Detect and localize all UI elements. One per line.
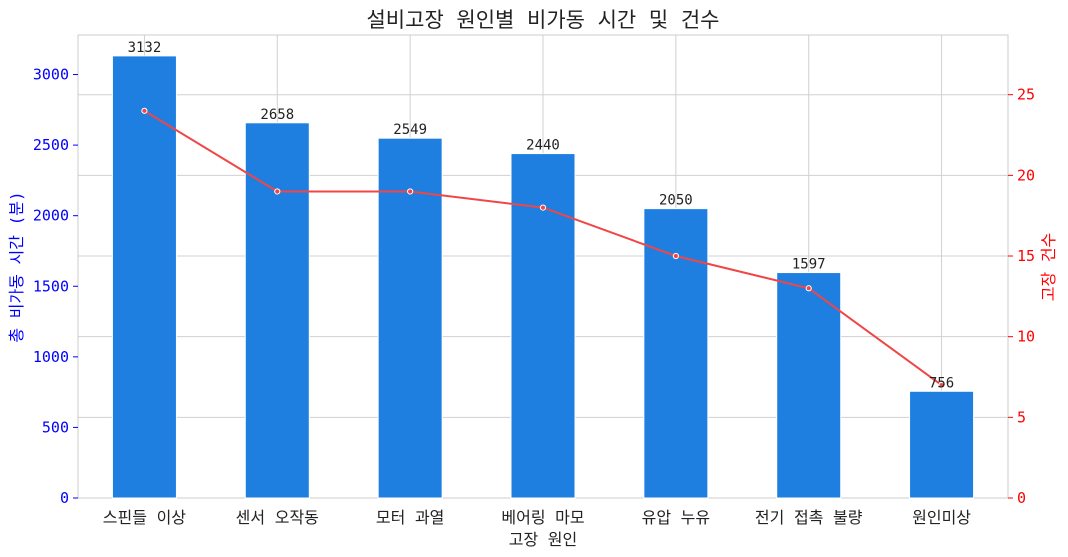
line-point [141,107,148,114]
bar-value-label: 1597 [792,257,826,273]
x-axis-label: 고장 원인 [509,530,578,549]
y-left-tick-label: 1500 [33,277,69,295]
bars [111,55,975,499]
line-point [672,252,679,260]
x-tick-label: 전기 접촉 불량 [755,508,863,527]
bar-value-label: 3132 [128,40,162,56]
line-point [938,381,945,389]
bar [776,272,842,499]
x-tick-label: 원인미상 [912,508,971,527]
bar-value-label: 2440 [526,138,560,154]
line-point [274,188,281,195]
x-tick-label: 센서 오작동 [236,508,319,527]
x-tick-label: 스핀들 이상 [103,508,187,527]
y-left-tick-label: 500 [42,418,69,436]
line-point [407,188,414,195]
y-axis-right-label: 고장 건수 [1039,233,1058,302]
x-tick-label: 베어링 마모 [501,508,584,527]
y-left-tick-label: 0 [60,489,69,507]
y-right-tick-label: 0 [1017,489,1026,507]
y-axis-left-label: 총 비가동 시간 (분) [7,191,26,342]
x-tick-label: 유압 누유 [642,508,711,527]
line-point [805,285,812,292]
bar-value-label: 756 [929,375,954,391]
bar [111,55,177,499]
chart-title: 설비고장 원인별 비가동 시간 및 건수 [366,8,719,32]
y-left-tick-label: 2000 [33,207,69,225]
bar [377,137,443,499]
x-axis-ticks: 스핀들 이상 센서 오작동 모터 과열 베어링 마모 유압 누유 전기 접촉 불량 원인미상 [103,508,971,527]
y-left-tick-label: 3000 [33,66,69,84]
y-right-tick-label: 25 [1017,86,1035,104]
bar-value-label: 2658 [260,107,294,123]
line-series [141,107,945,389]
bar [244,122,310,499]
bar-value-label: 2050 [659,193,693,209]
data-labels: 3132 2658 2549 2440 2050 1597 756 [128,40,955,391]
bar-value-label: 2549 [393,122,427,138]
y-left-tick-label: 1000 [33,348,69,366]
x-tick-label: 모터 과열 [376,508,445,527]
y-right-tick-label: 15 [1017,247,1035,265]
y-axis-right-ticks: 0 5 10 15 20 25 [1008,86,1035,507]
line-point [539,204,547,211]
y-axis-left-ticks: 0 500 1000 1500 2000 2500 3000 [33,66,78,507]
y-right-tick-label: 20 [1017,166,1035,184]
y-right-tick-label: 10 [1017,328,1035,346]
y-left-tick-label: 2500 [33,136,69,154]
bar [510,153,576,499]
bar [643,208,709,499]
y-right-tick-label: 5 [1017,408,1026,426]
bar [909,390,975,499]
